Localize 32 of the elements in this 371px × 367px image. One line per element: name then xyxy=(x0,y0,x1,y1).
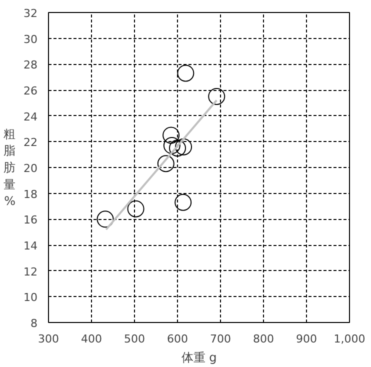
point xyxy=(162,126,180,144)
point xyxy=(177,64,194,82)
y-tick-label: 22 xyxy=(24,136,38,150)
x-tick-label: 400 xyxy=(81,332,102,346)
x-tick-label: 600 xyxy=(167,332,188,346)
point xyxy=(174,194,192,211)
x-tick-label: 900 xyxy=(296,332,317,346)
y-tick-label: 10 xyxy=(24,291,38,304)
y-tick-label: 8 xyxy=(30,317,38,330)
x-tick-label: 300 xyxy=(38,332,59,346)
y-tick-label: 24 xyxy=(24,110,38,124)
y-tick-label: 32 xyxy=(24,7,38,20)
point xyxy=(163,137,180,154)
y-tick-label: 12 xyxy=(24,265,38,278)
x-axis-title: 体重 g xyxy=(181,350,217,364)
x-tick-label: 800 xyxy=(253,332,274,346)
y-tick-label: 26 xyxy=(24,84,38,98)
point xyxy=(127,200,144,218)
point xyxy=(208,88,226,105)
point xyxy=(169,140,186,157)
x-tick-label: 1,000 xyxy=(334,332,366,346)
x-tick-label: 700 xyxy=(210,332,231,346)
y-axis-title: 粗脂肪量% xyxy=(4,126,16,208)
y-tick-label: 16 xyxy=(24,214,38,227)
y-tick-label: 18 xyxy=(24,188,38,201)
y-tick-label: 30 xyxy=(24,32,38,46)
y-tick-label: 20 xyxy=(24,162,38,175)
y-tick-label: 14 xyxy=(24,240,38,252)
point xyxy=(175,138,192,156)
x-tick-label: 500 xyxy=(124,332,145,346)
y-tick-label: 28 xyxy=(24,58,38,72)
point xyxy=(157,155,174,172)
